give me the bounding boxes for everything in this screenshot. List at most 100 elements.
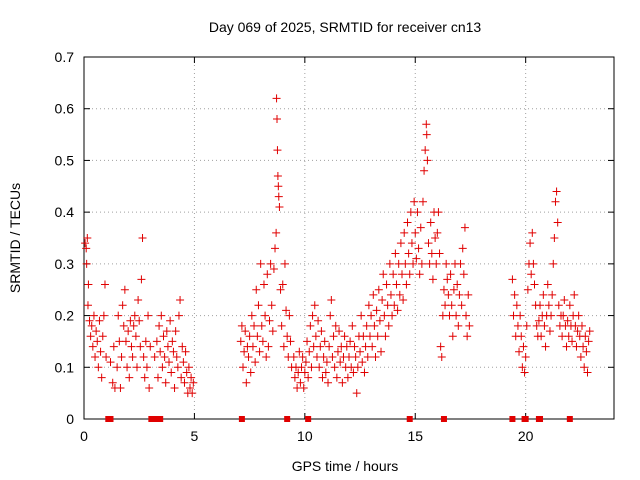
data-point xyxy=(180,378,189,387)
data-point xyxy=(255,347,264,356)
data-point xyxy=(550,234,559,242)
data-point xyxy=(371,352,380,361)
data-point xyxy=(398,270,406,279)
data-point xyxy=(552,187,561,196)
zero-line-markers xyxy=(105,416,573,422)
data-point xyxy=(184,363,193,372)
zero-marker xyxy=(153,416,160,422)
data-point xyxy=(320,337,329,346)
data-point xyxy=(464,290,473,299)
zero-marker xyxy=(522,416,529,422)
data-point xyxy=(381,332,390,341)
data-point xyxy=(363,352,372,361)
data-point xyxy=(169,347,178,356)
data-point xyxy=(137,275,146,284)
data-point xyxy=(410,197,419,206)
data-point xyxy=(431,234,440,242)
data-point xyxy=(277,321,286,330)
data-point xyxy=(389,270,398,279)
data-point xyxy=(549,259,558,268)
data-point xyxy=(537,332,546,341)
data-point xyxy=(439,285,448,294)
zero-marker xyxy=(406,416,413,422)
data-point xyxy=(384,321,393,330)
y-tick-label: 0.5 xyxy=(55,152,75,168)
data-point xyxy=(170,383,179,392)
data-point xyxy=(95,316,104,325)
data-point xyxy=(285,311,294,320)
data-point xyxy=(248,342,257,351)
data-point xyxy=(367,311,376,320)
data-point xyxy=(522,321,531,330)
data-point xyxy=(540,321,549,330)
data-point xyxy=(239,363,247,372)
data-point xyxy=(553,218,562,227)
data-point xyxy=(426,218,435,227)
data-point xyxy=(325,342,334,351)
data-point xyxy=(465,321,474,330)
data-point xyxy=(100,280,109,289)
data-point xyxy=(124,327,133,336)
y-tick-label: 0.4 xyxy=(55,204,75,220)
data-point xyxy=(433,228,442,237)
data-point xyxy=(380,311,389,320)
data-point xyxy=(146,342,155,351)
data-point xyxy=(412,254,421,263)
data-point xyxy=(256,259,265,268)
data-point xyxy=(282,306,291,315)
chart-title: Day 069 of 2025, SRMTID for receiver cn1… xyxy=(209,19,482,35)
data-point xyxy=(160,352,169,361)
data-point xyxy=(279,342,288,351)
data-point xyxy=(129,321,138,330)
data-point xyxy=(399,296,408,305)
data-point xyxy=(167,368,176,377)
data-point xyxy=(85,316,94,325)
data-point xyxy=(454,321,463,330)
data-point xyxy=(273,171,282,180)
data-point xyxy=(187,373,196,382)
data-point xyxy=(536,301,545,310)
data-point xyxy=(324,378,333,387)
data-point xyxy=(574,311,583,320)
data-point xyxy=(314,316,323,325)
data-point xyxy=(252,285,261,294)
data-point xyxy=(286,337,295,346)
data-point xyxy=(382,280,391,289)
data-point xyxy=(113,363,122,372)
data-point xyxy=(102,352,111,361)
data-point xyxy=(523,285,532,294)
data-point xyxy=(290,373,299,382)
data-point xyxy=(250,321,259,330)
data-point xyxy=(437,352,446,361)
data-point xyxy=(130,311,139,320)
data-point xyxy=(299,383,308,392)
data-point xyxy=(513,321,522,330)
data-point xyxy=(153,373,162,382)
data-point xyxy=(442,259,451,268)
data-point xyxy=(374,285,383,294)
x-axis-label: GPS time / hours xyxy=(292,458,399,474)
data-point xyxy=(317,327,326,336)
data-point xyxy=(308,311,317,320)
data-point xyxy=(576,352,585,361)
data-point xyxy=(127,342,136,351)
data-point xyxy=(534,316,543,325)
data-point xyxy=(280,259,289,268)
data-point xyxy=(518,363,527,372)
data-point xyxy=(274,192,283,201)
data-point xyxy=(275,202,284,211)
data-point xyxy=(563,316,572,325)
data-point xyxy=(545,327,554,336)
data-point xyxy=(98,332,107,341)
data-point xyxy=(262,352,271,361)
data-point xyxy=(152,337,161,346)
data-point xyxy=(136,342,145,351)
data-point xyxy=(519,342,528,351)
data-point xyxy=(428,275,437,284)
data-point xyxy=(114,311,123,320)
data-point xyxy=(182,368,191,377)
data-point xyxy=(186,383,194,392)
data-point xyxy=(165,358,174,367)
data-point xyxy=(315,363,324,372)
data-point xyxy=(251,358,260,367)
